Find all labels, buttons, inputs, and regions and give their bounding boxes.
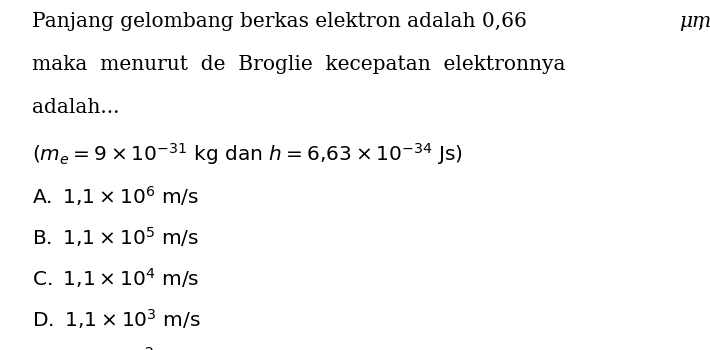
Text: $(m_e = 9 \times 10^{-31}\ \mathrm{kg\ dan}\ h = 6{,}63 \times 10^{-34}\ \mathrm: $(m_e = 9 \times 10^{-31}\ \mathrm{kg\ d…	[32, 141, 463, 167]
Text: $\mathrm{C.}\ 1{,}1 \times 10^{4}\ \mathrm{m/s}$: $\mathrm{C.}\ 1{,}1 \times 10^{4}\ \math…	[32, 266, 200, 290]
Text: μm: μm	[679, 12, 710, 31]
Text: $\mathrm{E.}\ 1{,}1 \times 10^{2}\ \mathrm{m/s}$: $\mathrm{E.}\ 1{,}1 \times 10^{2}\ \math…	[32, 345, 198, 350]
Text: adalah...: adalah...	[32, 98, 119, 117]
Text: $\mathrm{B.}\ 1{,}1 \times 10^{5}\ \mathrm{m/s}$: $\mathrm{B.}\ 1{,}1 \times 10^{5}\ \math…	[32, 225, 199, 249]
Text: Panjang gelombang berkas elektron adalah 0,66: Panjang gelombang berkas elektron adalah…	[32, 12, 533, 31]
Text: maka  menurut  de  Broglie  kecepatan  elektronnya: maka menurut de Broglie kecepatan elektr…	[32, 55, 565, 74]
Text: $\mathrm{A.}\ 1{,}1 \times 10^{6}\ \mathrm{m/s}$: $\mathrm{A.}\ 1{,}1 \times 10^{6}\ \math…	[32, 184, 199, 208]
Text: $\mathrm{D.}\ 1{,}1 \times 10^{3}\ \mathrm{m/s}$: $\mathrm{D.}\ 1{,}1 \times 10^{3}\ \math…	[32, 307, 201, 331]
Text: ,: ,	[697, 12, 704, 31]
